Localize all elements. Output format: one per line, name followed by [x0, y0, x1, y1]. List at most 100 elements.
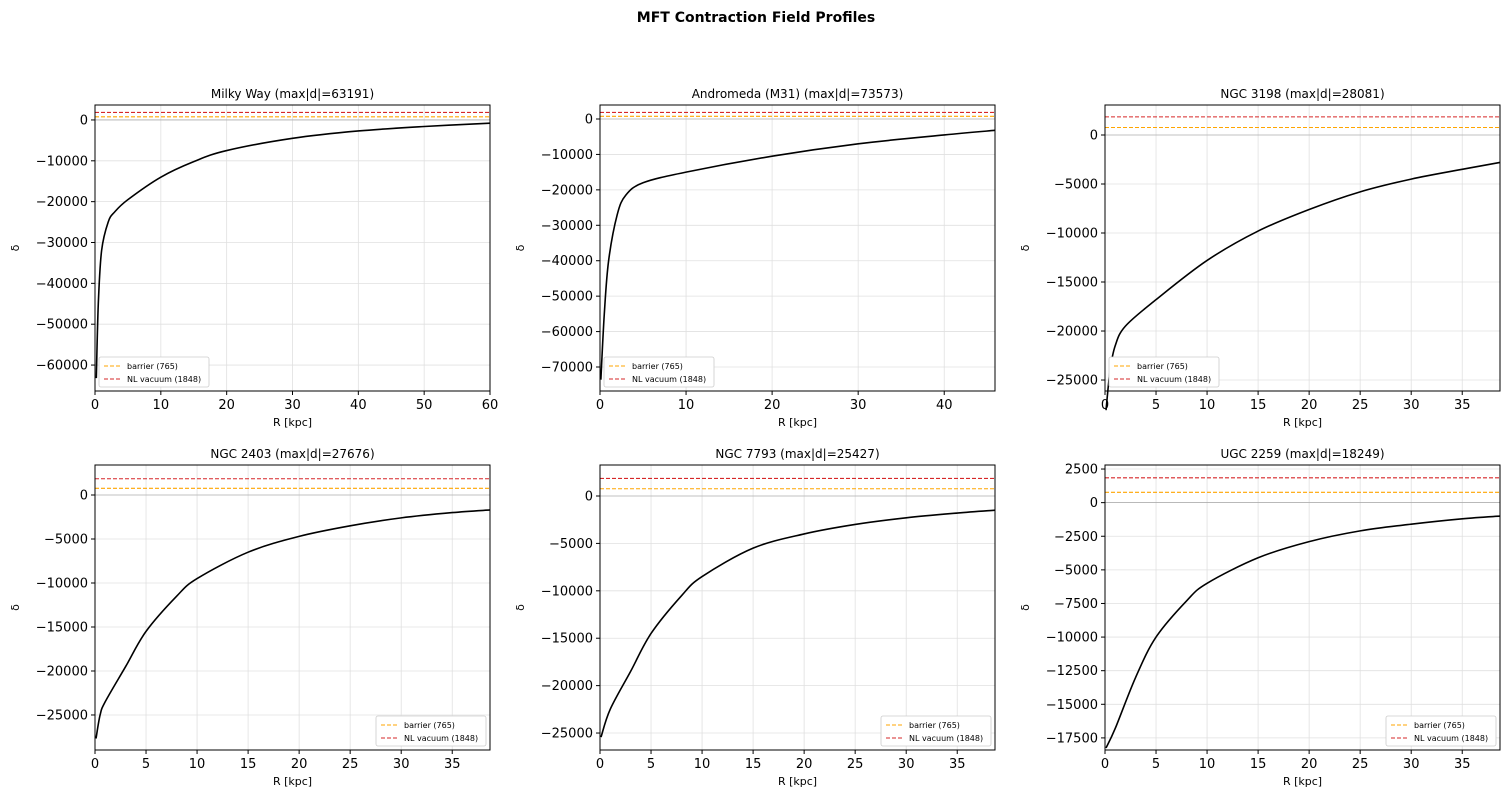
- y-tick-label: −20000: [541, 183, 593, 198]
- y-tick-label: −10000: [1046, 227, 1098, 242]
- x-tick-label: 35: [949, 757, 966, 772]
- legend: barrier (765) NL vacuum (1848): [603, 356, 715, 388]
- x-tick-label: 10: [1199, 398, 1216, 413]
- x-tick-label: 0: [596, 757, 604, 772]
- y-tick-label: −20000: [36, 195, 88, 210]
- y-tick-label: −50000: [541, 290, 593, 305]
- x-tick-label: 30: [850, 398, 867, 413]
- x-tick-label: 5: [142, 757, 150, 772]
- y-tick-label: −10000: [541, 584, 593, 599]
- x-axis-label: R [kpc]: [273, 775, 312, 788]
- x-tick-label: 20: [764, 398, 781, 413]
- y-tick-label: 0: [80, 113, 88, 128]
- y-tick-label: −5000: [1054, 177, 1098, 192]
- x-tick-label: 30: [393, 757, 410, 772]
- y-tick-label: −5000: [549, 537, 593, 552]
- x-tick-label: 25: [1352, 398, 1369, 413]
- legend: barrier (765) NL vacuum (1848): [880, 715, 992, 747]
- x-tick-label: 30: [1403, 757, 1420, 772]
- subplot-title: Milky Way (max|d|=63191): [211, 87, 374, 101]
- y-axis-label: δ: [9, 604, 22, 611]
- subplot-2: 0 10 20 30 40 0 −10000 −20000 −30000 −40000 −50000…: [514, 87, 996, 429]
- x-tick-label: 20: [1301, 398, 1318, 413]
- x-tick-label: 50: [416, 398, 433, 413]
- legend-box: [1108, 356, 1220, 388]
- axes-frame: [1104, 104, 1501, 392]
- y-tick-label: 0: [585, 112, 593, 127]
- axes-frame: [599, 464, 996, 751]
- x-tick-label: 10: [678, 398, 695, 413]
- legend-label: NL vacuum (1848): [1137, 375, 1211, 384]
- subplot-1: 0 10 20 30 40 50 60 0 −10000 −20000 −30000 −40000 −5…: [9, 87, 498, 429]
- y-tick-label: −20000: [1046, 325, 1098, 340]
- y-tick-label: −12500: [1046, 664, 1098, 679]
- y-tick-label: −10000: [541, 148, 593, 163]
- delta-profile-line: [600, 129, 996, 380]
- y-axis-label: δ: [514, 244, 527, 251]
- axes-frame: [94, 464, 491, 751]
- x-tick-label: 40: [936, 398, 953, 413]
- y-tick-label: −2500: [1054, 530, 1098, 545]
- x-tick-label: 60: [482, 398, 499, 413]
- x-tick-label: 30: [1403, 398, 1420, 413]
- x-axis-label: R [kpc]: [273, 416, 312, 429]
- x-tick-label: 10: [189, 757, 206, 772]
- subplot-title: NGC 7793 (max|d|=25427): [715, 447, 879, 461]
- x-tick-label: 25: [1352, 757, 1369, 772]
- x-tick-label: 40: [350, 398, 367, 413]
- delta-profile-line: [95, 122, 491, 379]
- subplot-title: NGC 2403 (max|d|=27676): [210, 447, 374, 461]
- legend-label: barrier (765): [404, 721, 455, 730]
- y-tick-label: 0: [1090, 128, 1098, 143]
- y-axis-label: δ: [1019, 604, 1032, 611]
- y-tick-label: −20000: [36, 664, 88, 679]
- subplot-5: 0 5 10 15 20 25 30 35 0 −5000 −10000 −15000 −20000 −2…: [514, 447, 996, 788]
- x-tick-label: 35: [1454, 398, 1471, 413]
- x-tick-label: 20: [796, 757, 813, 772]
- x-tick-label: 10: [1199, 757, 1216, 772]
- delta-profile-line: [95, 509, 491, 739]
- legend-label: NL vacuum (1848): [404, 734, 478, 743]
- y-tick-label: −25000: [541, 727, 593, 742]
- y-tick-label: −30000: [36, 236, 88, 251]
- x-tick-label: 20: [291, 757, 308, 772]
- x-tick-label: 20: [1301, 757, 1318, 772]
- subplot-6: 0 5 10 15 20 25 30 35 2500 0 −2500 −5000 −7500 −10000…: [1019, 447, 1501, 788]
- x-tick-label: 15: [240, 757, 257, 772]
- legend-label: barrier (765): [1414, 721, 1465, 730]
- legend-label: NL vacuum (1848): [1414, 734, 1488, 743]
- legend-label: barrier (765): [632, 362, 683, 371]
- subplot-title: NGC 3198 (max|d|=28081): [1220, 87, 1384, 101]
- legend: barrier (765) NL vacuum (1848): [98, 356, 210, 388]
- y-tick-label: 0: [1090, 496, 1098, 511]
- x-tick-label: 0: [1101, 398, 1109, 413]
- x-tick-label: 30: [284, 398, 301, 413]
- y-tick-label: −10000: [36, 154, 88, 169]
- delta-profile-line: [600, 509, 996, 738]
- legend-box: [1385, 715, 1497, 747]
- y-tick-label: −25000: [36, 708, 88, 723]
- legend: barrier (765) NL vacuum (1848): [1385, 715, 1497, 747]
- y-tick-label: −20000: [541, 679, 593, 694]
- x-tick-label: 5: [1152, 757, 1160, 772]
- x-tick-label: 15: [1250, 757, 1267, 772]
- x-tick-label: 30: [898, 757, 915, 772]
- x-tick-label: 35: [1454, 757, 1471, 772]
- delta-profile-line: [1105, 161, 1501, 411]
- x-tick-label: 0: [596, 398, 604, 413]
- y-tick-label: −17500: [1046, 731, 1098, 746]
- x-tick-label: 10: [694, 757, 711, 772]
- y-tick-label: −40000: [541, 254, 593, 269]
- y-tick-label: 0: [80, 489, 88, 504]
- y-axis-label: δ: [514, 604, 527, 611]
- legend-label: NL vacuum (1848): [632, 375, 706, 384]
- subplot-3: 0 5 10 15 20 25 30 35 0 −5000 −10000 −15000 −20000 −2…: [1019, 87, 1501, 429]
- delta-profile-line: [1105, 515, 1501, 749]
- x-tick-label: 5: [647, 757, 655, 772]
- x-tick-label: 0: [1101, 757, 1109, 772]
- y-tick-label: −60000: [36, 359, 88, 374]
- y-tick-label: 0: [585, 490, 593, 505]
- legend-label: barrier (765): [909, 721, 960, 730]
- y-tick-label: −50000: [36, 318, 88, 333]
